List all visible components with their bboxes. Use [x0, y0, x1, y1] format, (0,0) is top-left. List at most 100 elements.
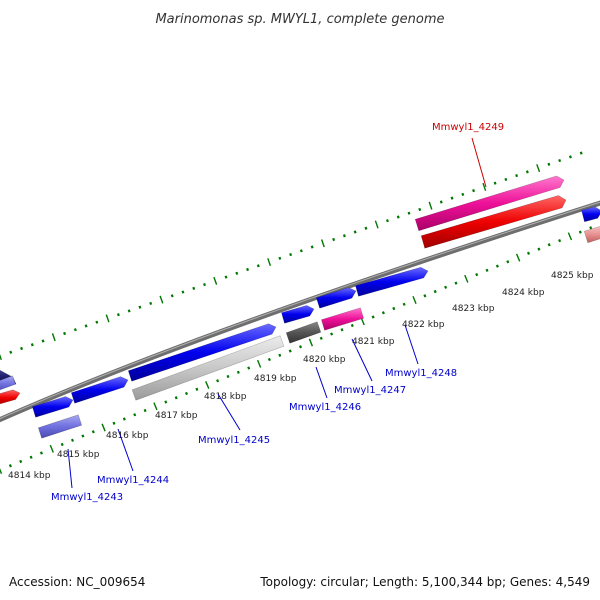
- outer-tick-mark: [247, 268, 248, 271]
- outer-tick-mark: [537, 164, 540, 172]
- inner-tick-mark: [82, 435, 83, 437]
- outer-tick-mark: [312, 246, 313, 248]
- inner-tick-mark: [258, 360, 261, 367]
- inner-tick-mark: [404, 303, 405, 305]
- inner-tick-mark: [279, 354, 280, 356]
- gene-label: Mmwyl1_4249: [432, 122, 504, 133]
- inner-tick-mark: [476, 273, 477, 275]
- tick-label: 4814 kbp: [8, 471, 51, 481]
- gene-label-leader: [472, 138, 486, 187]
- gene-label: Mmwyl1_4245: [198, 435, 270, 446]
- gene-label-leader: [316, 367, 327, 398]
- inner-tick-mark: [196, 388, 197, 390]
- outer-tick-mark: [0, 352, 1, 360]
- outer-tick-mark: [75, 329, 76, 331]
- outer-tick-mark: [355, 231, 356, 233]
- inner-tick-mark: [517, 254, 520, 261]
- inner-tick-mark: [549, 244, 550, 246]
- inner-tick-mark: [248, 367, 249, 369]
- inner-tick-mark: [507, 261, 508, 263]
- tick-label: 4818 kbp: [204, 392, 247, 402]
- outer-tick-mark: [581, 152, 582, 155]
- tick-label: 4819 kbp: [254, 374, 297, 384]
- inner-tick-mark: [238, 371, 239, 373]
- outer-tick-mark: [570, 156, 571, 159]
- gene-label: Mmwyl1_4244: [97, 475, 169, 486]
- inner-tick-mark: [393, 307, 394, 310]
- outer-tick-mark: [204, 283, 205, 285]
- outer-tick-mark: [559, 159, 560, 161]
- outer-tick-mark: [258, 265, 259, 267]
- outer-tick-mark: [279, 257, 280, 259]
- gene-label-leader: [405, 325, 418, 364]
- inner-tick-mark: [0, 466, 2, 473]
- outer-tick-mark: [53, 333, 56, 341]
- inner-tick-mark: [373, 316, 374, 318]
- outer-tick-mark: [172, 295, 173, 298]
- outer-tick-mark: [366, 227, 367, 230]
- outer-tick-mark: [43, 340, 44, 343]
- inner-tick-mark: [217, 380, 218, 382]
- gene-label: Mmwyl1_4247: [334, 385, 406, 396]
- inner-tick-mark: [72, 439, 73, 441]
- inner-tick-mark: [342, 329, 343, 331]
- gene-feature: [0, 390, 20, 406]
- outer-tick-mark: [160, 296, 163, 304]
- outer-tick-mark: [226, 276, 227, 278]
- outer-tick-mark: [64, 332, 65, 335]
- inner-tick-mark: [497, 265, 498, 267]
- outer-tick-mark: [419, 208, 420, 211]
- tick-label: 4815 kbp: [57, 450, 100, 460]
- inner-tick-mark: [538, 248, 539, 250]
- inner-tick-mark: [124, 418, 125, 420]
- inner-tick-mark: [186, 392, 187, 394]
- inner-tick-mark: [352, 324, 353, 326]
- outer-tick-mark: [549, 163, 550, 166]
- outer-tick-mark: [387, 220, 388, 222]
- gene-features: [0, 176, 600, 438]
- inner-tick-mark: [176, 397, 177, 399]
- inner-tick-mark: [309, 339, 312, 346]
- inner-tick-mark: [383, 312, 384, 314]
- inner-tick-mark: [559, 239, 560, 241]
- gene-feature: [321, 308, 363, 331]
- outer-tick-mark: [183, 291, 184, 293]
- inner-tick-mark: [102, 424, 105, 431]
- inner-tick-mark: [456, 282, 457, 284]
- inner-tick-mark: [145, 409, 146, 411]
- outer-tick-mark: [193, 287, 194, 290]
- inner-tick-track: [0, 227, 591, 474]
- outer-tick-mark: [505, 178, 506, 180]
- inner-tick-mark: [487, 269, 488, 271]
- inner-tick-mark: [10, 465, 11, 468]
- outer-tick-mark: [21, 347, 22, 349]
- outer-tick-mark: [441, 201, 442, 204]
- outer-tick-mark: [214, 277, 217, 285]
- outer-tick-mark: [150, 302, 151, 304]
- inner-tick-mark: [435, 290, 436, 293]
- inner-tick-mark: [424, 295, 425, 297]
- tick-label: 4820 kbp: [303, 355, 346, 365]
- gene-label: Mmwyl1_4246: [289, 402, 361, 413]
- inner-tick-mark: [50, 445, 53, 452]
- tick-label: 4821 kbp: [352, 337, 395, 347]
- outer-tick-mark: [344, 235, 345, 238]
- inner-tick-mark: [528, 252, 529, 254]
- outer-tick-mark: [140, 306, 141, 309]
- inner-tick-mark: [413, 296, 416, 304]
- outer-tick-mark: [268, 258, 271, 266]
- inner-tick-mark: [465, 275, 468, 282]
- outer-tick-mark: [32, 344, 33, 347]
- inner-tick-mark: [331, 333, 332, 335]
- gene-feature: [71, 377, 128, 404]
- tick-label: 4817 kbp: [155, 411, 198, 421]
- inner-tick-mark: [165, 401, 166, 403]
- inner-tick-mark: [93, 431, 94, 433]
- inner-tick-mark: [20, 460, 21, 462]
- inner-tick-mark: [568, 233, 571, 240]
- inner-tick-mark: [206, 381, 209, 388]
- outer-tick-mark: [10, 351, 11, 354]
- inner-tick-mark: [154, 403, 157, 410]
- outer-tick-mark: [290, 253, 291, 256]
